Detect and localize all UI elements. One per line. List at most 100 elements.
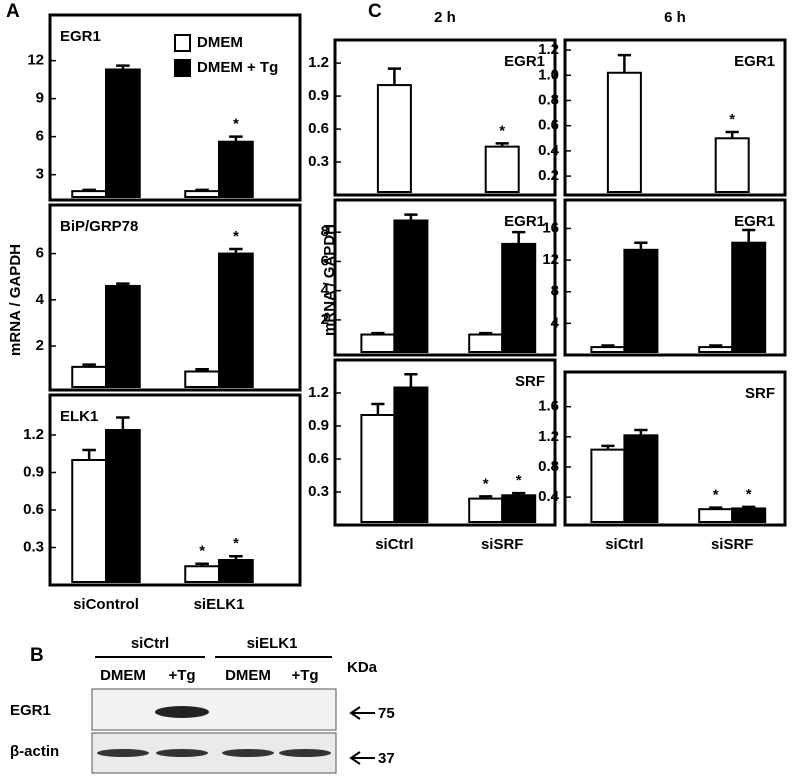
y-tick-label: 0.2 [538,167,559,184]
error-bar [601,444,615,450]
significance-mark: * [233,228,239,245]
y-tick-label: 6 [36,128,44,145]
bar [731,507,767,524]
y-tick-label: 0.3 [308,483,329,500]
chart-title: EGR1 [60,28,101,45]
blot-strip [91,688,337,731]
plot-frame [563,38,787,197]
y-tick-label: 12 [27,52,44,69]
blot-group: siELK1 [247,635,298,652]
y-tick-label: 2 [36,337,44,354]
error-bar [404,213,418,221]
y-tick-label: 4 [321,282,330,299]
plot-frame [48,393,302,587]
error-bar [634,428,648,436]
error-bar [229,135,243,142]
error-bar [479,495,493,499]
error-bar [195,562,209,567]
band [155,706,209,718]
bar [71,190,107,199]
chart-title: BiP/GRP78 [60,218,138,235]
y-tick-label: 0.9 [308,417,329,434]
chart-title: EGR1 [504,213,545,230]
error-bar [387,67,401,86]
plot-frame [333,38,557,197]
y-tick-label: 6 [36,245,44,262]
significance-mark: * [483,475,489,492]
y-tick-label: 12 [542,251,559,268]
y-tick-label: 0.8 [538,458,559,475]
bar [71,459,107,583]
x-tick-label: siELK1 [194,596,245,613]
error-bar [404,373,418,388]
plot-frame [333,358,557,527]
blot-lane: +Tg [168,667,195,684]
bar [360,333,396,353]
y-tick-label: 6 [321,252,329,269]
blot-lane: DMEM [225,667,271,684]
bar [468,497,504,524]
x-tick-label: siSRF [711,536,754,553]
error-bar [116,282,130,286]
error-bar [229,247,243,254]
y-tick-label: 0.3 [23,538,44,555]
error-bar [742,505,756,509]
bar [501,494,537,523]
y-tick-label: 0.6 [308,450,329,467]
x-tick-label: siCtrl [375,536,413,553]
y-tick-label: 0.4 [538,142,560,159]
chart-title: EGR1 [734,53,775,70]
blot-unit: KDa [347,659,378,676]
y-tick-label: 4 [551,314,560,331]
arrow [349,751,375,765]
blot-row-label: EGR1 [10,702,51,719]
plot-frame [333,198,557,357]
legend-swatch [174,59,191,77]
error-bar [82,448,96,460]
error-bar [371,331,385,335]
bar [105,429,141,583]
significance-mark: * [516,472,522,489]
column-header: 6 h [664,9,686,26]
bar [590,448,626,524]
chart-title: EGR1 [734,213,775,230]
y-tick-label: 1.0 [538,66,559,83]
y-tick-label: 0.8 [538,91,559,108]
bar [623,434,659,523]
significance-mark: * [746,486,752,503]
error-bar [479,331,493,335]
significance-mark: * [499,122,505,139]
y-tick-label: 16 [542,219,559,236]
bar [184,565,220,583]
bar [218,252,254,388]
error-bar [512,230,526,244]
bar [105,68,141,198]
y-tick-label: 1.2 [308,54,329,71]
y-tick-label: 0.9 [308,87,329,104]
y-axis-label: mRNA / GAPDH [7,244,24,356]
plot-frame [563,198,787,357]
band [222,749,274,757]
plot-frame [48,13,302,202]
x-tick-label: siControl [73,596,139,613]
marker-size: 75 [378,705,395,722]
bar [71,365,107,388]
y-tick-label: 0.6 [23,501,44,518]
error-bar [495,142,509,147]
y-tick-label: 9 [36,90,44,107]
bar [360,414,396,523]
bar [623,248,659,353]
x-tick-label: siSRF [481,536,524,553]
error-bar [742,228,756,243]
y-tick-label: 1.6 [538,398,559,415]
y-tick-label: 2 [321,311,329,328]
band [97,749,149,757]
bar [393,386,429,523]
chart-title: ELK1 [60,408,98,425]
error-bar [371,402,385,415]
blot-lane: +Tg [291,667,318,684]
column-header: 2 h [434,9,456,26]
significance-mark: * [199,543,205,560]
band [279,749,331,757]
